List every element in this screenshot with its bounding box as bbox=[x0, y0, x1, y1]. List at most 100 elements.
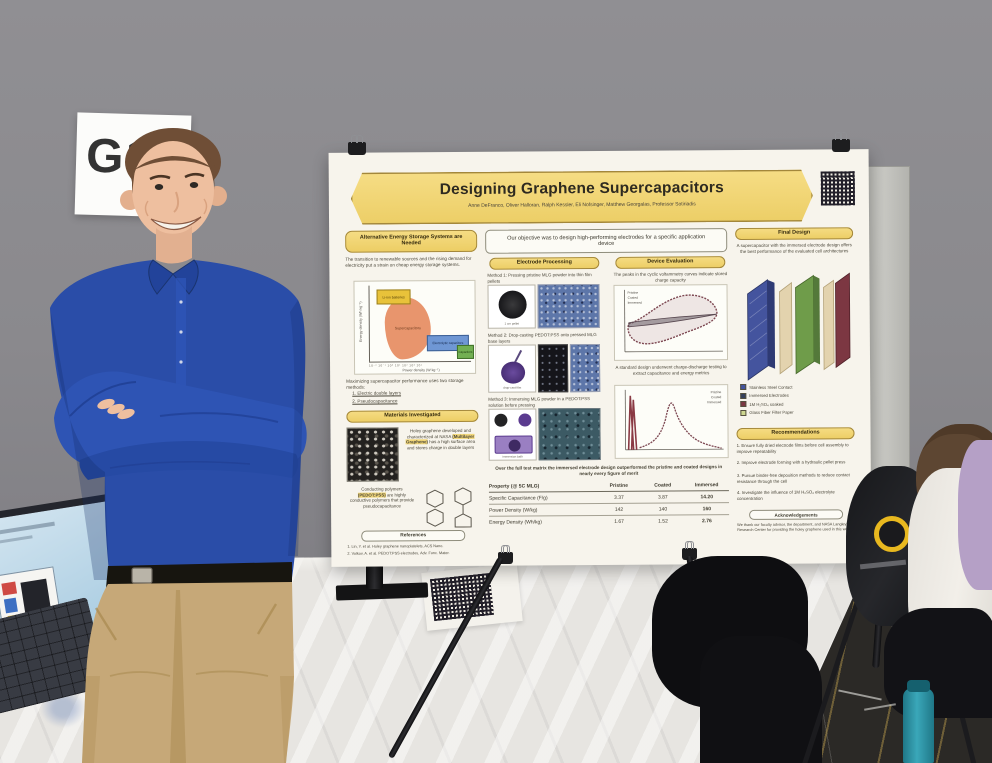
legend-swatch bbox=[740, 392, 747, 399]
section-header-processing: Electrode Processing bbox=[489, 257, 600, 270]
legend-label: Glass Fiber Filter Paper bbox=[749, 409, 794, 415]
illustration-caption: immersion bath bbox=[502, 454, 523, 459]
method-2-micrograph-blue bbox=[569, 344, 601, 393]
presenter-hand bbox=[97, 398, 135, 420]
cv-legend: Pristine Coated Immersed bbox=[628, 291, 642, 305]
legend-label: 1M H₂SO₄ soaked bbox=[749, 401, 784, 407]
backpack-strap-text bbox=[859, 559, 907, 570]
table-cell: 142 bbox=[614, 506, 624, 513]
section-header-evaluation: Device Evaluation bbox=[615, 256, 726, 269]
bottle-cap bbox=[907, 680, 930, 692]
objective-text: Our objective was to design high-perform… bbox=[507, 234, 706, 248]
section-header-evaluation-label: Device Evaluation bbox=[647, 258, 694, 265]
recommendation-1: 1. Ensure fully dried electrode films be… bbox=[736, 442, 849, 454]
evaluation-text-2: A standard design underwent charge-disch… bbox=[615, 364, 727, 376]
material-2-text: Conducting polymers (PEDOT:PSS) are high… bbox=[347, 486, 417, 509]
graphene-micrograph bbox=[346, 427, 399, 482]
section-header-energy-label: Alternative Energy Storage Systems are N… bbox=[359, 234, 463, 247]
recommendation-4: 4. Investigate the influence of 1M H₂SO₄… bbox=[736, 489, 835, 501]
legend-label: Immersed Electrodes bbox=[749, 392, 789, 398]
cv-plot: Pristine Coated Immersed bbox=[613, 284, 729, 361]
research-poster: Designing Graphene Supercapacitors Anne … bbox=[328, 149, 872, 567]
table-cell: 2.76 bbox=[702, 517, 712, 524]
table-cell: 1.67 bbox=[614, 518, 624, 525]
table-header-cell: Property (@ 5C MLG) bbox=[488, 483, 540, 490]
legend-label: Stainless Steel Contact bbox=[749, 384, 793, 390]
table-cell: 160 bbox=[702, 505, 712, 512]
acknowledgements-header: Acknowledgements bbox=[749, 509, 844, 520]
poster-qr-code-icon bbox=[820, 171, 855, 206]
ragone-chart: Supercapacitors Li-ion batteries Electro… bbox=[353, 279, 477, 375]
method-3-illustration: immersion bath bbox=[488, 408, 537, 461]
binder-clip-icon bbox=[348, 135, 366, 155]
section-header-final-design-label: Final Design bbox=[778, 229, 811, 236]
table-cell: 3.37 bbox=[614, 494, 624, 501]
legend-swatch bbox=[740, 383, 747, 391]
table-row: Energy Density (Wh/kg) 1.67 1.52 2.76 bbox=[489, 515, 729, 528]
ragone-region-supercapacitors: Supercapacitors bbox=[384, 297, 432, 360]
bath-tray bbox=[494, 435, 533, 454]
legend-swatch bbox=[740, 400, 747, 408]
table-header-cell: Pristine bbox=[609, 482, 629, 489]
acknowledgements-text: We thank our faculty advisor, the depart… bbox=[737, 522, 852, 532]
ragone-y-label: Energy density (Wh kg⁻¹) bbox=[358, 301, 363, 342]
backpack-logo bbox=[874, 516, 910, 552]
table-header-cell: Coated bbox=[654, 482, 672, 489]
binder-clip-icon bbox=[682, 541, 697, 560]
method-2-text: Method 2: Drop-casting PEDOT:PSS onto pr… bbox=[487, 332, 597, 344]
reference-2: 2. Volkov, A. et al. PEDOT:PSS electrode… bbox=[347, 551, 450, 556]
legend-item: Stainless Steel Contact bbox=[740, 383, 854, 391]
table-cell: Specific Capacitance (F/g) bbox=[488, 494, 548, 502]
section-header-materials-label: Materials Investigated bbox=[384, 412, 441, 419]
recommendation-3: 3. Pursue binder-free deposition methods… bbox=[736, 472, 850, 484]
table-header-cell: Immersed bbox=[694, 482, 719, 489]
pellet-caption: 1 cm pellet bbox=[504, 321, 520, 326]
cv-legend-immersed: Immersed bbox=[627, 300, 642, 305]
results-table: Property (@ 5C MLG) Pristine Coated Imme… bbox=[488, 480, 730, 528]
ragone-y-axis bbox=[368, 285, 371, 362]
objective-box: Our objective was to design high-perform… bbox=[485, 228, 728, 254]
stack-legend: Stainless Steel Contact Immersed Electro… bbox=[740, 383, 854, 418]
poster-authors: Anne DeFranco, Oliver Halloran, Ralph Ke… bbox=[468, 201, 696, 209]
recommendation-2: 2. Improve electrode forming with a hydr… bbox=[736, 459, 846, 466]
references-header: References bbox=[361, 529, 466, 542]
table-cell: Energy Density (Wh/kg) bbox=[489, 518, 542, 526]
region-label: Li-ion batteries bbox=[382, 294, 405, 300]
table-cell: 140 bbox=[658, 506, 668, 513]
stand-knob bbox=[366, 564, 383, 589]
seated-person-pants bbox=[884, 608, 992, 718]
chemical-structure-diagram bbox=[426, 487, 472, 528]
pellet-disc bbox=[498, 290, 527, 319]
legend-swatch bbox=[740, 409, 747, 416]
method-1-pellet-photo: 1 cm pellet bbox=[487, 284, 536, 329]
method-2-micrograph-dark bbox=[537, 344, 569, 393]
final-design-text: A supercapacitor with the immersed elect… bbox=[736, 242, 852, 254]
method-1-micrograph bbox=[537, 284, 600, 329]
discharge-curves bbox=[624, 389, 724, 451]
cv-curves bbox=[624, 289, 723, 353]
seated-person-lavender-wrap bbox=[958, 440, 992, 590]
immersed-disc bbox=[508, 439, 521, 452]
supercapacitor-stack-diagram bbox=[747, 272, 851, 381]
mlg-disc bbox=[494, 413, 508, 427]
legend-item: Immersed Electrodes bbox=[740, 392, 854, 399]
evaluation-text-1: The peaks in the cyclic voltammetry curv… bbox=[613, 271, 728, 283]
presenter-person bbox=[50, 128, 307, 763]
poster-title-banner: Designing Graphene Supercapacitors Anne … bbox=[351, 170, 813, 225]
binder-clip-icon bbox=[832, 132, 850, 152]
legend-item: Glass Fiber Filter Paper bbox=[740, 409, 854, 416]
water-bottle[interactable] bbox=[903, 680, 934, 763]
discharge-legend: Pristine Coated Immersed bbox=[707, 390, 721, 404]
ragone-x-label: Power density (W kg⁻¹) bbox=[402, 368, 440, 373]
region-label: Supercapacitors bbox=[394, 326, 421, 331]
storage-method-2: 2. Pseudocapacitance bbox=[352, 398, 398, 404]
ragone-region-capacitors: Capacitors bbox=[456, 344, 475, 359]
material-2a: Conducting polymers bbox=[361, 486, 403, 492]
method-2-illustration: drop-cast film bbox=[487, 344, 537, 393]
section-header-energy: Alternative Energy Storage Systems are N… bbox=[345, 229, 478, 253]
coated-disc bbox=[518, 413, 532, 427]
section-header-materials: Materials Investigated bbox=[346, 409, 479, 423]
reference-1: 1. Lin, Y. et al. Holey graphene nanopla… bbox=[347, 544, 444, 549]
energy-intro-text: The transition to renewable sources and … bbox=[345, 255, 472, 268]
